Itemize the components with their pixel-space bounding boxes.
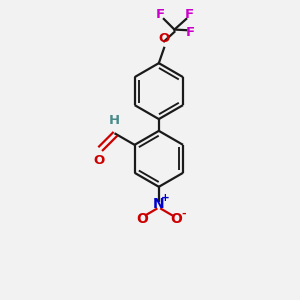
- Text: +: +: [161, 193, 170, 203]
- Text: O: O: [93, 154, 104, 166]
- Text: O: O: [158, 32, 170, 46]
- Text: H: H: [108, 114, 120, 127]
- Text: O: O: [170, 212, 182, 226]
- Text: N: N: [153, 197, 165, 212]
- Text: O: O: [136, 212, 148, 226]
- Text: -: -: [182, 208, 187, 218]
- Text: F: F: [185, 8, 194, 21]
- Text: F: F: [186, 26, 195, 39]
- Text: F: F: [156, 8, 165, 21]
